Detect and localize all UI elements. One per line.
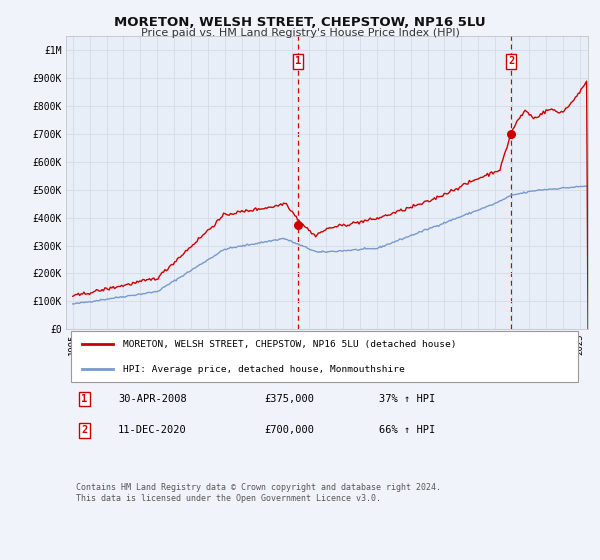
- Text: 1: 1: [81, 394, 88, 404]
- Text: HPI: Average price, detached house, Monmouthshire: HPI: Average price, detached house, Monm…: [124, 365, 405, 374]
- Text: £375,000: £375,000: [265, 394, 314, 404]
- FancyBboxPatch shape: [71, 331, 578, 382]
- Text: £700,000: £700,000: [265, 425, 314, 435]
- Text: MORETON, WELSH STREET, CHEPSTOW, NP16 5LU (detached house): MORETON, WELSH STREET, CHEPSTOW, NP16 5L…: [124, 339, 457, 348]
- Text: 11-DEC-2020: 11-DEC-2020: [118, 425, 187, 435]
- Text: 37% ↑ HPI: 37% ↑ HPI: [379, 394, 436, 404]
- Text: Contains HM Land Registry data © Crown copyright and database right 2024.
This d: Contains HM Land Registry data © Crown c…: [76, 483, 442, 503]
- Text: MORETON, WELSH STREET, CHEPSTOW, NP16 5LU: MORETON, WELSH STREET, CHEPSTOW, NP16 5L…: [114, 16, 486, 29]
- Text: 30-APR-2008: 30-APR-2008: [118, 394, 187, 404]
- Text: 2: 2: [81, 425, 88, 435]
- Text: 66% ↑ HPI: 66% ↑ HPI: [379, 425, 436, 435]
- Text: 2: 2: [508, 57, 514, 67]
- Text: 1: 1: [295, 57, 301, 67]
- Text: Price paid vs. HM Land Registry's House Price Index (HPI): Price paid vs. HM Land Registry's House …: [140, 28, 460, 38]
